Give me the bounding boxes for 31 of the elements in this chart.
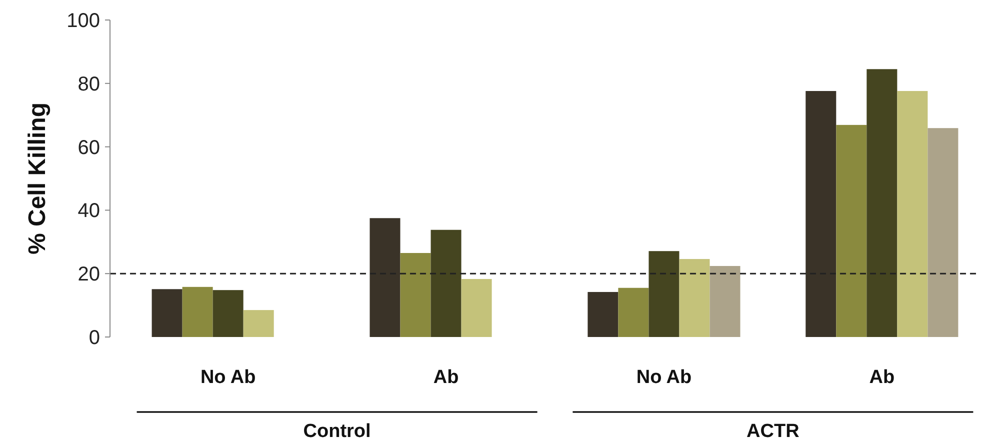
y-tick-label: 80: [78, 73, 100, 96]
bar: [461, 278, 492, 337]
bar: [430, 230, 462, 337]
bar: [836, 124, 867, 337]
y-tick-label: 0: [88, 327, 100, 349]
bar: [710, 266, 740, 337]
text: Control: [303, 421, 371, 442]
bar: [400, 252, 431, 337]
bar: [679, 259, 710, 337]
bar: [182, 286, 213, 337]
bar: [866, 69, 898, 337]
bar: [618, 288, 649, 337]
y-axis-title: % Cell Killing: [24, 102, 51, 255]
x-tick-label: Ab: [869, 367, 895, 388]
bar: [152, 289, 182, 337]
bar: [648, 251, 680, 337]
bar: [588, 292, 618, 337]
bar: [370, 218, 400, 337]
y-tick-label: 20: [78, 264, 100, 286]
bar: [243, 310, 274, 337]
y-tick-label: 60: [78, 136, 100, 159]
bar: [806, 91, 836, 337]
x-tick-label: No Ab: [636, 367, 692, 388]
x-tick-label: No Ab: [200, 367, 256, 388]
bar: [212, 290, 244, 337]
y-tick-label: 100: [66, 10, 100, 32]
text: ACTR: [746, 421, 800, 442]
bar: [928, 128, 958, 337]
x-tick-label: Ab: [433, 367, 459, 388]
bar: [897, 91, 928, 337]
y-tick-label: 40: [78, 200, 100, 222]
